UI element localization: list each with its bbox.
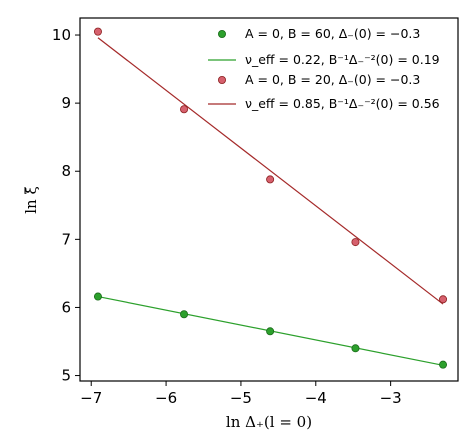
data-point-s2-3 [351, 238, 360, 247]
fit-line-3 [97, 37, 444, 305]
y-tick-label-1: 6 [61, 298, 71, 316]
y-tick-label-4: 9 [61, 94, 71, 112]
data-point-s2-4 [439, 295, 448, 304]
x-axis-label-text: ln Δ₊(l = 0) [226, 413, 312, 431]
legend-entry-2: A = 0, B = 20, Δ₋(0) = −0.3 [217, 72, 420, 87]
legend-label-1: ν_eff = 0.22, B⁻¹Δ₋⁻²(0) = 0.19 [245, 52, 440, 67]
x-tick-label-3: −4 [305, 389, 327, 407]
legend-label-3: ν_eff = 0.85, B⁻¹Δ₋⁻²(0) = 0.56 [245, 96, 440, 111]
plot-area [93, 27, 448, 369]
legend-entry-1: ν_eff = 0.22, B⁻¹Δ₋⁻²(0) = 0.19 [208, 52, 440, 67]
y-axis-label-text: ln ξ̃ [22, 186, 40, 214]
x-tick-label-4: −3 [380, 389, 402, 407]
y-tick-label-5: 10 [52, 26, 71, 44]
legend-entry-0: A = 0, B = 60, Δ₋(0) = −0.3 [217, 26, 420, 41]
data-point-s0-0 [93, 292, 102, 301]
data-point-s0-1 [180, 310, 189, 319]
plot-frame [79, 17, 459, 382]
legend-marker-green [217, 29, 226, 38]
data-point-s0-3 [351, 344, 360, 353]
data-point-s0-4 [439, 360, 448, 369]
data-point-s0-2 [266, 327, 275, 336]
y-tick-label-2: 7 [61, 230, 71, 248]
data-point-s2-1 [180, 105, 189, 114]
legend-label-2: A = 0, B = 20, Δ₋(0) = −0.3 [245, 72, 420, 87]
data-point-s2-2 [266, 175, 275, 184]
legend-label-0: A = 0, B = 60, Δ₋(0) = −0.3 [245, 26, 420, 41]
x-tick-label-2: −5 [230, 389, 252, 407]
y-tick-label-3: 8 [61, 162, 71, 180]
data-point-s2-0 [93, 27, 102, 36]
y-tick-label-0: 5 [61, 367, 71, 385]
x-axis: −7 −6 −5 −4 −3 [80, 381, 402, 407]
x-tick-label-1: −6 [155, 389, 177, 407]
x-tick-label-0: −7 [80, 389, 102, 407]
legend-entry-3: ν_eff = 0.85, B⁻¹Δ₋⁻²(0) = 0.56 [208, 96, 440, 111]
legend-marker-red [217, 76, 226, 85]
x-axis-label: ln Δ₊(l = 0) [226, 413, 312, 431]
legend: A = 0, B = 60, Δ₋(0) = −0.3 ν_eff = 0.22… [208, 26, 440, 111]
y-axis-label: ln ξ̃ [22, 186, 40, 214]
y-axis: 5 6 7 8 9 10 [52, 26, 80, 385]
